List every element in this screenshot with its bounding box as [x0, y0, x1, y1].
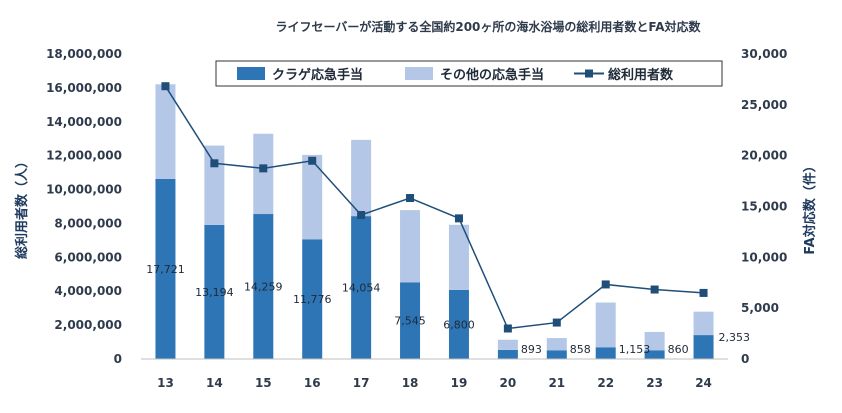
- bar-jellyfish: [253, 214, 274, 359]
- y-tick-left: 14,000,000: [46, 115, 122, 129]
- bar-other: [155, 84, 176, 179]
- x-tick-label: 15: [255, 376, 272, 390]
- line-marker: [406, 194, 415, 203]
- data-label: 1,153: [619, 343, 651, 356]
- line-marker: [357, 210, 366, 219]
- x-tick-label: 18: [402, 376, 419, 390]
- x-tick-label: 16: [304, 376, 321, 390]
- bar-other: [253, 133, 274, 215]
- data-label: 6,800: [443, 318, 475, 331]
- y-tick-right: 25,000: [741, 98, 787, 112]
- legend-swatch-jellyfish: [237, 67, 265, 80]
- bar-jellyfish: [448, 289, 469, 359]
- y-tick-left: 16,000,000: [46, 81, 122, 95]
- bar-jellyfish: [644, 350, 665, 359]
- bar-other: [448, 224, 469, 290]
- line-marker: [259, 164, 268, 173]
- bars: [155, 84, 714, 359]
- bar-jellyfish: [155, 178, 176, 359]
- x-tick-label: 21: [548, 376, 565, 390]
- x-axis: 13 14 15 16 17 18 19 20 21 22 23 24: [141, 358, 728, 390]
- bar-jellyfish: [204, 224, 225, 359]
- legend: クラゲ応急手当 その他の応急手当 総利用者数: [215, 60, 723, 87]
- line-marker: [601, 280, 610, 289]
- line-marker: [503, 324, 512, 333]
- data-labels: 17,721 13,194 14,259 11,776 14,054 7,545 6,800…: [146, 263, 750, 356]
- left-axis: 0 2,000,000 4,000,000 6,000,000 8,000,000 10,…: [46, 47, 122, 366]
- y-tick-right: 20,000: [741, 149, 787, 163]
- legend-label: 総利用者数: [608, 67, 674, 83]
- y-tick-left: 18,000,000: [46, 47, 122, 61]
- data-label: 893: [521, 343, 542, 356]
- y-tick-right: 30,000: [741, 47, 787, 61]
- y-axis-label-left: 総利用者数（人）: [14, 155, 30, 259]
- bar-jellyfish: [595, 347, 616, 359]
- legend-label: クラゲ応急手当: [272, 67, 363, 83]
- data-label: 7,545: [394, 315, 426, 328]
- legend-label: その他の応急手当: [440, 67, 544, 83]
- y-tick-left: 0: [114, 352, 122, 366]
- bar-jellyfish: [400, 282, 421, 359]
- bar-other: [644, 331, 665, 351]
- bar-jellyfish: [546, 350, 567, 359]
- chart-title: ライフセーバーが活動する全国約200ヶ所の海水浴場の総利用者数とFA対応数: [275, 19, 701, 34]
- line-marker: [650, 285, 659, 294]
- x-tick-label: 17: [353, 376, 370, 390]
- bar-other: [595, 302, 616, 348]
- bar-other: [693, 311, 714, 336]
- bar-other: [497, 339, 518, 350]
- y-tick-left: 2,000,000: [54, 318, 122, 332]
- x-tick-label: 20: [500, 376, 517, 390]
- x-tick-label: 23: [646, 376, 663, 390]
- bar-jellyfish: [497, 349, 518, 359]
- y-tick-right: 5,000: [741, 301, 779, 315]
- bar-jellyfish: [302, 239, 323, 359]
- line-marker: [552, 318, 561, 327]
- line-marker: [161, 82, 170, 91]
- legend-swatch-other: [405, 67, 433, 80]
- x-tick-label: 22: [597, 376, 614, 390]
- bar-other: [546, 338, 567, 351]
- y-tick-right: 15,000: [741, 200, 787, 214]
- bar-other: [302, 154, 323, 240]
- bar-other: [204, 145, 225, 225]
- y-tick-left: 8,000,000: [54, 216, 122, 230]
- data-label: 860: [668, 343, 689, 356]
- bar-other: [400, 210, 421, 283]
- x-tick-label: 19: [451, 376, 468, 390]
- data-label: 11,776: [293, 293, 332, 306]
- line-series: [161, 82, 708, 333]
- data-label: 17,721: [146, 263, 185, 276]
- y-tick-right: 10,000: [741, 250, 787, 264]
- bar-jellyfish: [693, 335, 714, 359]
- bar-jellyfish: [351, 216, 372, 359]
- y-tick-left: 6,000,000: [54, 250, 122, 264]
- y-tick-right: 0: [741, 352, 749, 366]
- legend-box: [215, 60, 723, 87]
- line-total-users: [164, 85, 704, 330]
- data-label: 858: [570, 343, 591, 356]
- data-label: 14,259: [244, 281, 283, 294]
- data-label: 13,194: [195, 286, 234, 299]
- y-tick-left: 12,000,000: [46, 149, 122, 163]
- legend-line-marker: [585, 69, 593, 78]
- x-tick-label: 13: [157, 376, 174, 390]
- x-tick-label: 14: [206, 376, 223, 390]
- data-label: 2,353: [719, 331, 751, 344]
- line-marker: [308, 156, 317, 165]
- x-tick-label: 24: [695, 376, 712, 390]
- line-marker: [454, 214, 463, 223]
- data-label: 14,054: [342, 282, 381, 295]
- y-axis-label-right: FA対応数（件）: [802, 159, 818, 254]
- line-marker: [210, 159, 219, 168]
- y-tick-left: 4,000,000: [54, 284, 122, 298]
- right-axis: 0 5,000 10,000 15,000 20,000 25,000 30,000: [741, 47, 787, 366]
- y-tick-left: 10,000,000: [46, 183, 122, 197]
- line-marker: [699, 288, 708, 297]
- bar-other: [351, 139, 372, 217]
